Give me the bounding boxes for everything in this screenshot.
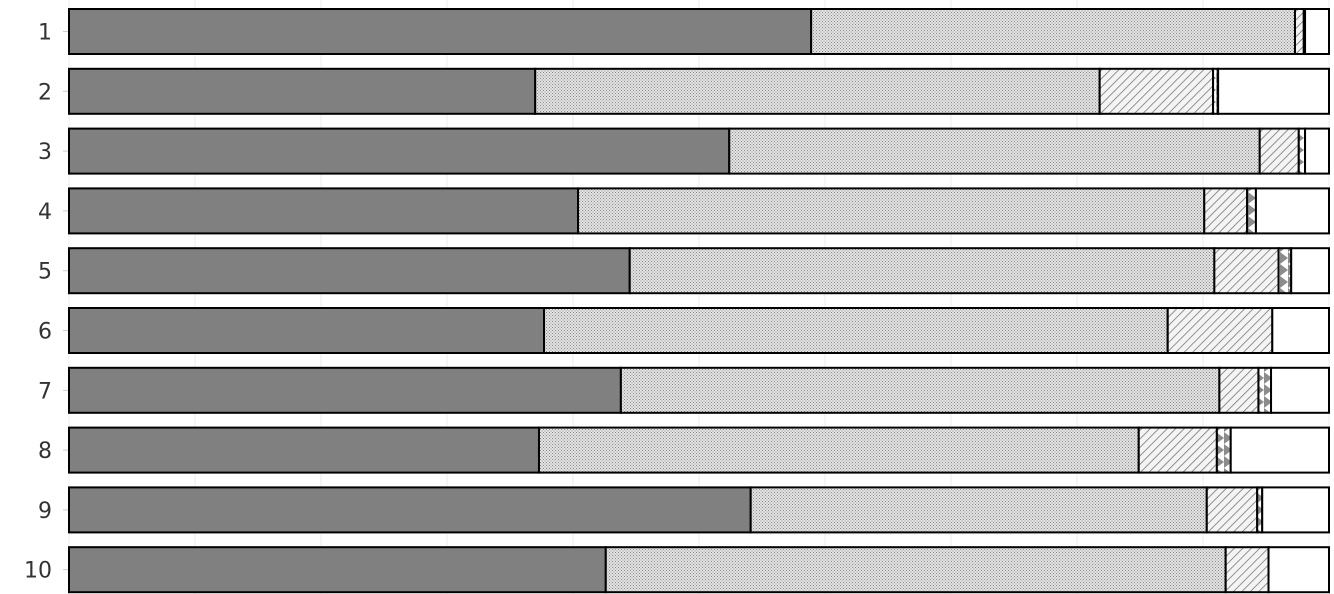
bar-segment-triangles xyxy=(1277,247,1293,295)
bar-segment-diagonal xyxy=(1098,67,1215,115)
bar-segment-solid xyxy=(68,486,752,534)
bar-segment-diagonal xyxy=(1224,546,1270,594)
bar-segment-crosshatch xyxy=(577,187,1206,235)
bar-segment-diagonal xyxy=(1218,366,1260,414)
category-label: 7 xyxy=(38,379,52,404)
bar-segment-triangles xyxy=(1246,187,1257,235)
bar-segment-diagonal xyxy=(1137,426,1218,474)
bars xyxy=(68,8,1331,594)
bar-segment-solid xyxy=(68,366,622,414)
bar-segment-crosshatch xyxy=(749,486,1208,534)
bar-segment-diagonal xyxy=(1293,8,1305,55)
bar-segment-blank xyxy=(1304,8,1331,55)
category-label: 1 xyxy=(38,21,52,46)
bar-segment-blank xyxy=(1267,546,1331,594)
bar-segment-blank xyxy=(1217,67,1330,115)
category-label: 10 xyxy=(24,559,52,584)
bar-segment-blank xyxy=(1254,187,1331,235)
bar-segment-diagonal xyxy=(1258,127,1300,175)
bar-segment-crosshatch xyxy=(728,127,1261,175)
bar-segment-crosshatch xyxy=(543,307,1169,354)
bar-segment-solid xyxy=(68,247,631,295)
category-label: 2 xyxy=(38,80,52,105)
bar-segment-crosshatch xyxy=(534,67,1101,115)
category-label: 5 xyxy=(38,260,52,285)
bar-segment-triangles xyxy=(1215,426,1232,474)
category-tick-labels: 1 2 3 4 5 6 7 8 9 10 xyxy=(24,21,52,584)
category-label: 4 xyxy=(38,200,52,225)
category-label: 3 xyxy=(38,140,52,165)
bar-segment-blank xyxy=(1270,366,1331,414)
bar-segment-crosshatch xyxy=(810,8,1296,55)
category-label: 9 xyxy=(38,499,52,524)
bar-segment-solid xyxy=(68,307,546,354)
bar-segment-diagonal xyxy=(1166,307,1274,354)
bar-segment-solid xyxy=(68,546,607,594)
bar-segment-blank xyxy=(1229,426,1330,474)
category-label: 6 xyxy=(38,320,52,345)
bar-segment-diagonal xyxy=(1205,486,1259,534)
bar-segment-triangles xyxy=(1257,366,1273,414)
bar-segment-crosshatch xyxy=(537,426,1140,474)
bar-segment-blank xyxy=(1290,247,1330,295)
bar-segment-blank xyxy=(1261,486,1330,534)
bar-segment-solid xyxy=(68,187,580,235)
bar-segment-crosshatch xyxy=(604,546,1227,594)
bar-segment-solid xyxy=(68,67,537,115)
bar-segment-solid xyxy=(68,426,540,474)
bar-segment-diagonal xyxy=(1213,247,1280,295)
bar-segment-diagonal xyxy=(1203,187,1249,235)
bar-segment-blank xyxy=(1271,307,1331,354)
bar-segment-solid xyxy=(68,8,813,55)
bar-segment-blank xyxy=(1304,127,1331,175)
category-label: 8 xyxy=(38,439,52,464)
bar-segment-crosshatch xyxy=(619,366,1221,414)
bar-segment-crosshatch xyxy=(628,247,1216,295)
bar-segment-solid xyxy=(68,127,731,175)
